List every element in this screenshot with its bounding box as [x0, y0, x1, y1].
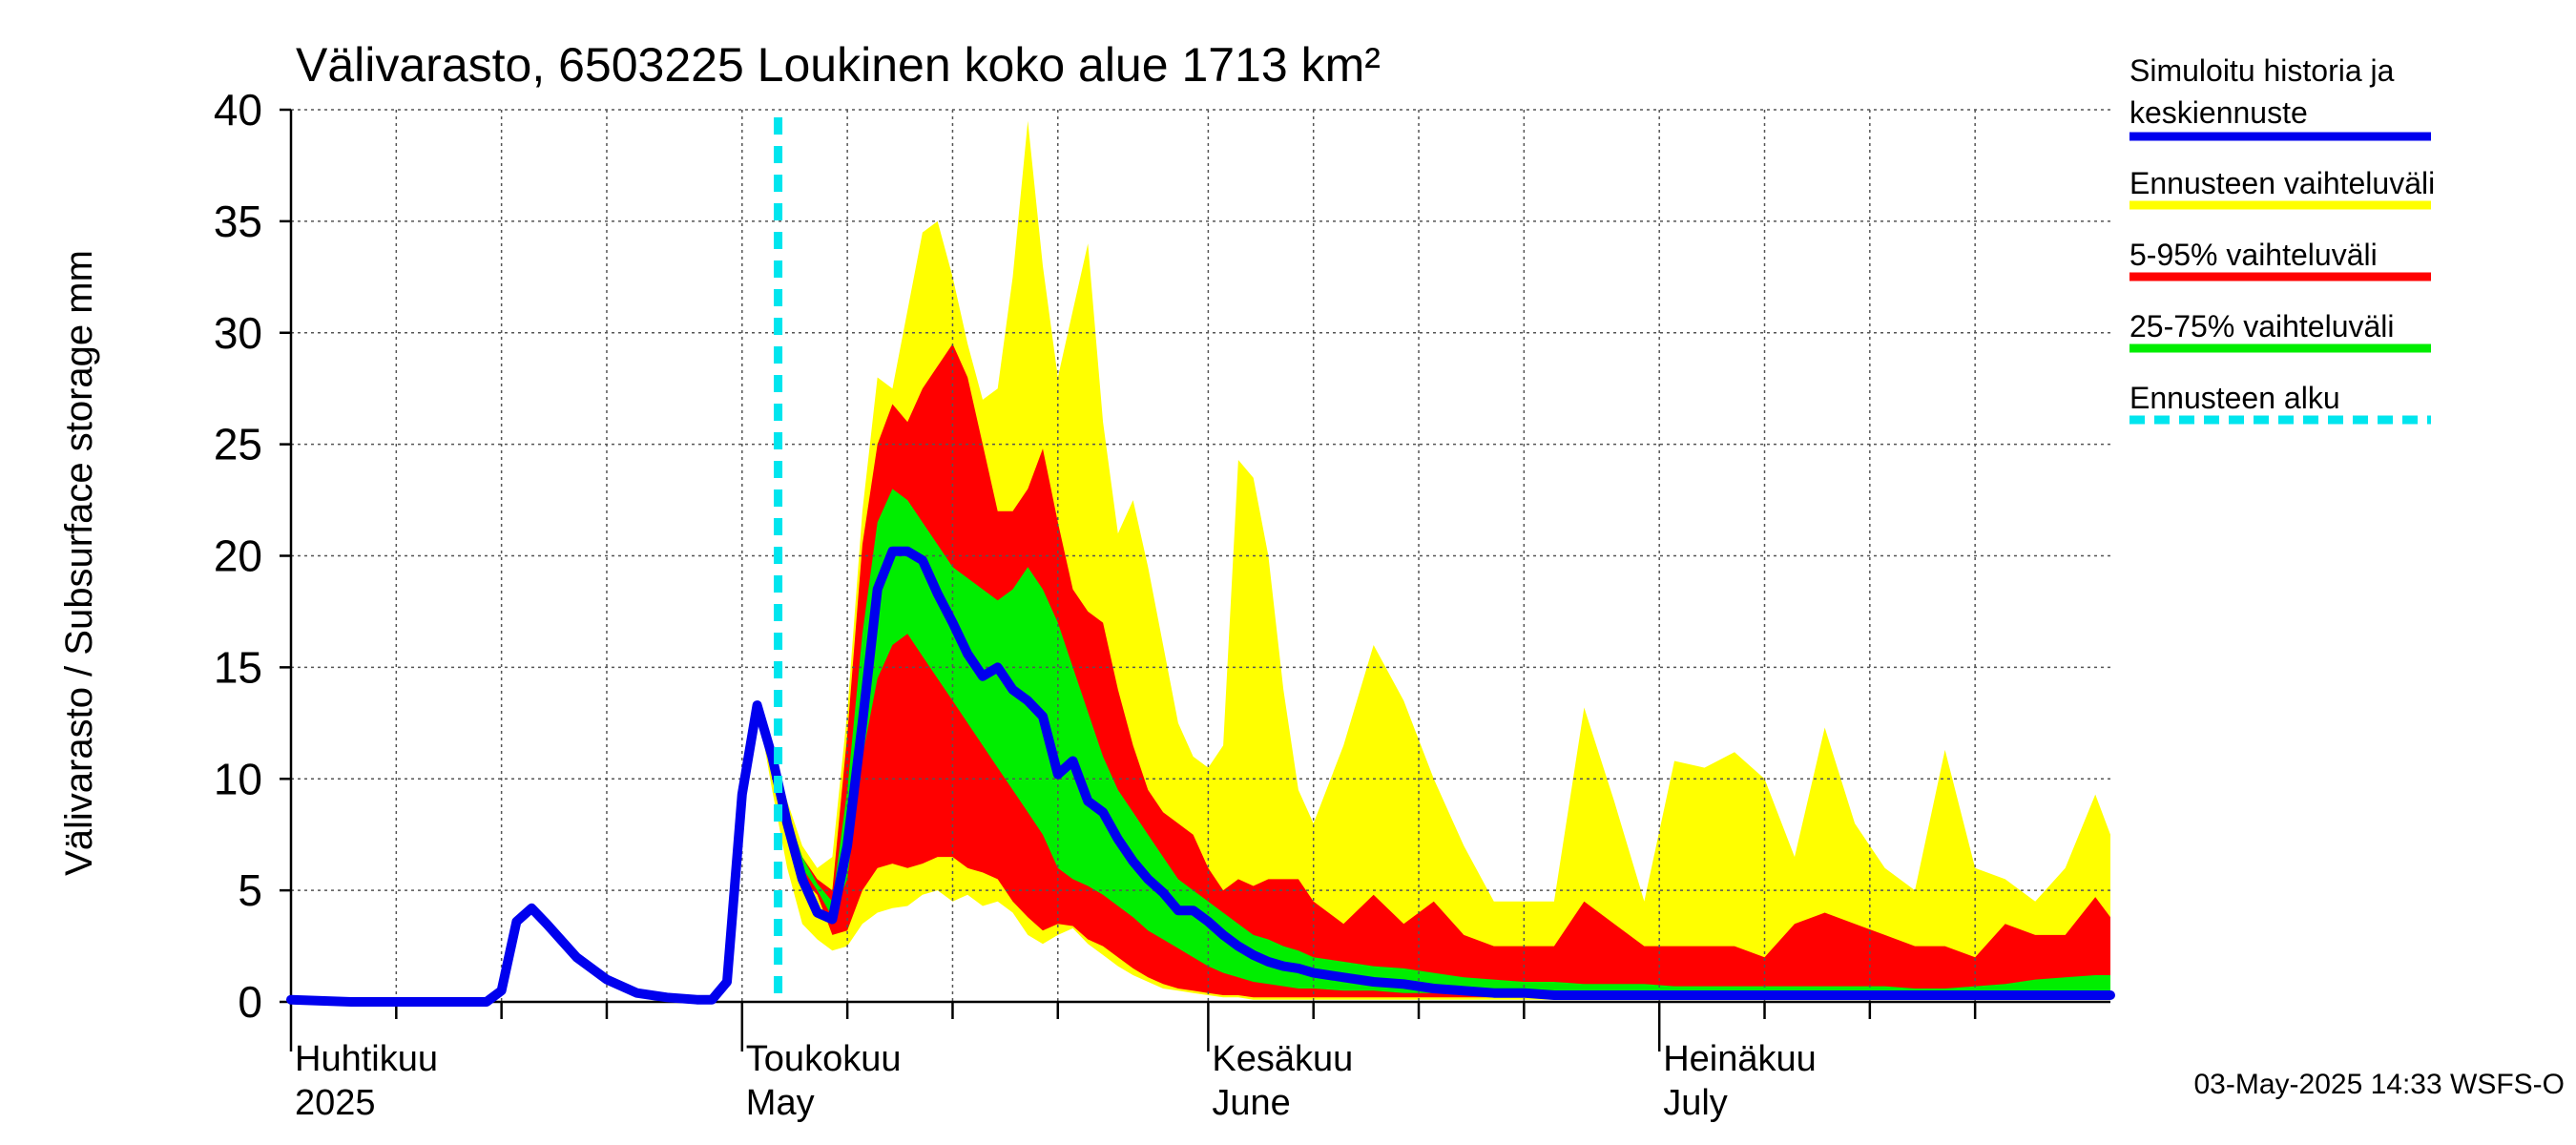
legend-label: keskiennuste — [2129, 95, 2308, 130]
legend-entry: Simuloitu historia ja keskiennuste — [2129, 53, 2431, 141]
y-tick-label: 5 — [238, 865, 262, 915]
y-tick-label: 40 — [214, 85, 262, 135]
y-tick-label: 35 — [214, 197, 262, 246]
month-label-en: June — [1212, 1083, 1290, 1123]
legend-label: Ennusteen vaihteluväli — [2129, 166, 2435, 200]
legend-entry: 5-95% vaihteluväli — [2129, 238, 2431, 281]
y-tick-label: 10 — [214, 754, 262, 803]
y-tick-label: 0 — [238, 977, 262, 1027]
legend-entry: 25-75% vaihteluväli — [2129, 309, 2431, 353]
month-label-en: July — [1663, 1083, 1728, 1123]
legend-label: Simuloitu historia ja — [2129, 53, 2395, 88]
axes — [280, 108, 2110, 1051]
median-series — [286, 546, 2115, 1007]
legend-label: 5-95% vaihteluväli — [2129, 238, 2378, 272]
percentile-25-75-area — [757, 489, 2110, 995]
y-tick-label: 15 — [214, 642, 262, 692]
y-axis-label: Välivarasto / Subsurface storage mm — [58, 250, 100, 876]
month-label-en: 2025 — [295, 1083, 376, 1123]
y-tick-label: 30 — [214, 308, 262, 358]
y-tick-labels: 0 5 10 15 20 25 30 35 40 — [214, 85, 262, 1027]
legend: Simuloitu historia ja keskiennuste Ennuste… — [2129, 53, 2435, 425]
legend-label: Ennusteen alku — [2129, 381, 2340, 415]
month-label-fi: Heinäkuu — [1663, 1039, 1817, 1079]
median-line — [286, 546, 2115, 1007]
month-label-fi: Toukokuu — [746, 1039, 902, 1079]
month-label-en: May — [746, 1083, 815, 1123]
legend-label: 25-75% vaihteluväli — [2129, 309, 2395, 344]
y-tick-label: 25 — [214, 420, 262, 469]
month-label-fi: Huhtikuu — [295, 1039, 438, 1079]
chart-title: Välivarasto, 6503225 Loukinen koko alue … — [296, 38, 1381, 92]
y-tick-label: 20 — [214, 531, 262, 581]
percentile-25-75-band — [757, 489, 2110, 995]
month-label-fi: Kesäkuu — [1212, 1039, 1353, 1079]
footer-timestamp: 03-May-2025 14:33 WSFS-O — [2194, 1069, 2566, 1100]
legend-entry: Ennusteen alku — [2129, 381, 2431, 425]
legend-entry: Ennusteen vaihteluväli — [2129, 166, 2435, 210]
